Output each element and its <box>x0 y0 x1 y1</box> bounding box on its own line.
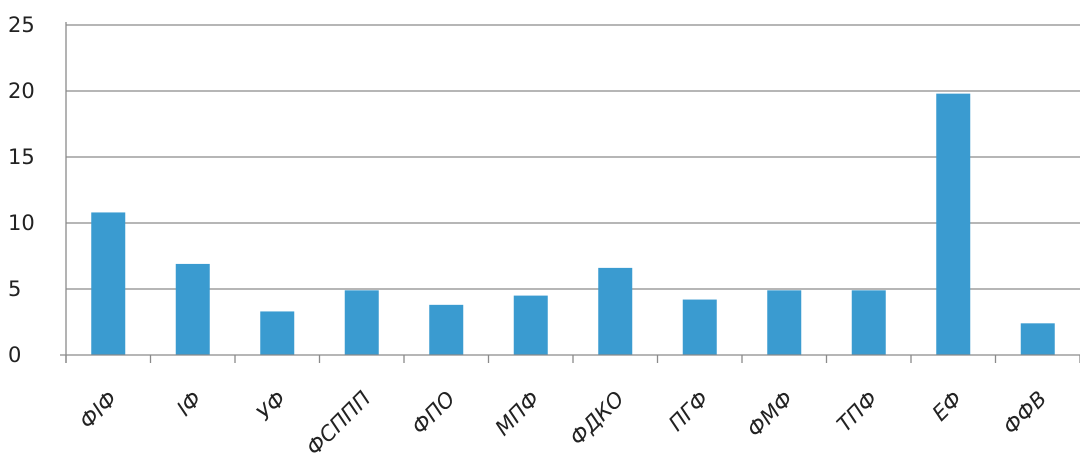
bar <box>344 290 379 355</box>
axes <box>60 22 1080 363</box>
x-tick-label: ФДКО <box>565 387 629 451</box>
bar <box>513 295 548 355</box>
bar <box>91 212 126 355</box>
x-tick-label: МПФ <box>491 387 545 441</box>
y-tick-label: 15 <box>8 145 35 169</box>
y-tick-label: 20 <box>8 79 35 103</box>
x-tick-label: ФПО <box>407 387 460 440</box>
x-tick-label: ФІФ <box>75 387 122 434</box>
bar <box>429 304 464 355</box>
bar <box>682 299 717 355</box>
bars <box>91 93 1055 355</box>
x-tick-label: ЕФ <box>928 387 967 426</box>
y-tick-label: 10 <box>8 211 35 235</box>
y-tick-label: 25 <box>8 13 35 37</box>
x-tick-label: ТПФ <box>832 387 882 437</box>
x-tick-label: ПГФ <box>664 387 713 436</box>
y-tick-labels: 0 5 10 15 20 25 <box>8 13 35 367</box>
bar <box>1020 323 1055 355</box>
x-tick-label: ФМФ <box>742 387 797 442</box>
bar <box>598 267 633 355</box>
x-tick-label: УФ <box>252 387 291 426</box>
x-tick-label: ІФ <box>172 387 206 421</box>
bar <box>936 93 971 355</box>
bar <box>260 311 295 355</box>
y-tick-label: 0 <box>8 343 21 367</box>
bar <box>767 290 802 355</box>
x-tick-label: ФСППП <box>302 386 376 460</box>
bar <box>851 290 886 355</box>
y-tick-label: 5 <box>8 277 21 301</box>
x-tick-label: ФФВ <box>999 387 1052 440</box>
x-tick-labels: ФІФ ІФ УФ ФСППП ФПО МПФ ФДКО ПГФ ФМФ ТПФ ЕФ ФФВ <box>75 386 1051 460</box>
gridlines <box>66 24 1080 290</box>
bar <box>175 263 210 355</box>
